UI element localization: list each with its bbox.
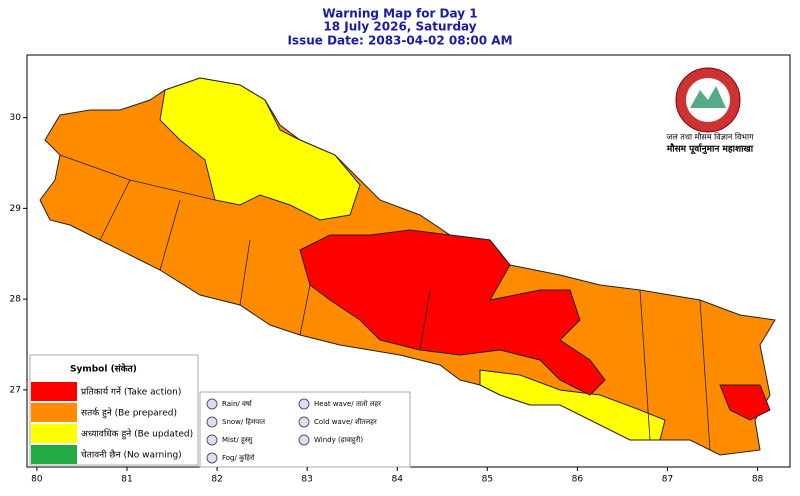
symbol-icon bbox=[206, 398, 218, 410]
agency-division: मौसम पूर्वानुमान महाशाखा bbox=[666, 143, 754, 155]
symbol-label: Snow/ हिमपात bbox=[222, 417, 266, 426]
x-tick-label: 88 bbox=[752, 475, 764, 485]
title-line: Warning Map for Day 1 bbox=[322, 7, 477, 21]
x-tick-label: 81 bbox=[121, 475, 132, 485]
legend-label: अध्यावधिक हुने (Be updated) bbox=[81, 428, 193, 440]
emblem bbox=[675, 67, 741, 133]
agency-name: जल तथा मौसम विज्ञान विभाग bbox=[666, 132, 754, 142]
legend-swatch bbox=[31, 424, 77, 443]
legend-label: प्रतिकार्य गर्ने (Take action) bbox=[81, 386, 181, 398]
legend-swatch bbox=[31, 445, 77, 464]
legend-swatch bbox=[31, 382, 77, 401]
symbol-icon bbox=[298, 434, 310, 446]
symbol-label: Heat wave/ तातो लहर bbox=[314, 399, 381, 408]
yellow-region bbox=[479, 369, 666, 441]
red-region bbox=[299, 229, 606, 396]
yellow-region bbox=[159, 77, 361, 221]
symbol-label: Mist/ हुस्सु bbox=[222, 436, 253, 445]
x-tick-label: 82 bbox=[211, 475, 222, 485]
symbol-icon bbox=[298, 398, 310, 410]
y-tick-label: 30 bbox=[10, 113, 22, 123]
title-line: Issue Date: 2083-04-02 08:00 AM bbox=[287, 34, 512, 48]
legend-label: चेतावनी छैन (No warning) bbox=[81, 449, 182, 461]
red-region bbox=[719, 384, 771, 421]
y-tick-label: 29 bbox=[10, 204, 22, 214]
x-tick-label: 86 bbox=[572, 475, 584, 485]
symbol-icon bbox=[206, 434, 218, 446]
legend-label: सतर्क हुने (Be prepared) bbox=[81, 407, 177, 419]
x-tick-label: 87 bbox=[662, 475, 673, 485]
symbol-label: Rain/ वर्षा bbox=[222, 399, 253, 408]
y-tick-label: 27 bbox=[10, 385, 21, 395]
x-tick-label: 80 bbox=[31, 475, 43, 485]
x-tick-label: 85 bbox=[482, 475, 493, 485]
symbol-label: Cold wave/ शीतलहर bbox=[314, 417, 377, 426]
legend-swatch bbox=[31, 403, 77, 422]
symbol-icon bbox=[206, 416, 218, 428]
symbol-label: Windy (हावाहुरी) bbox=[314, 435, 363, 445]
symbol-icon bbox=[298, 416, 310, 428]
emblem-mountain bbox=[690, 86, 726, 108]
legend-title: Symbol (संकेत) bbox=[70, 363, 137, 375]
y-tick-label: 28 bbox=[10, 295, 22, 305]
district-boundary bbox=[59, 154, 711, 451]
x-tick-label: 84 bbox=[392, 475, 404, 485]
symbol-label: Fog/ कुहिरो bbox=[222, 453, 255, 462]
x-tick-label: 83 bbox=[301, 475, 312, 485]
symbol-icon bbox=[206, 452, 218, 464]
title-line: 18 July 2026, Saturday bbox=[323, 20, 476, 34]
